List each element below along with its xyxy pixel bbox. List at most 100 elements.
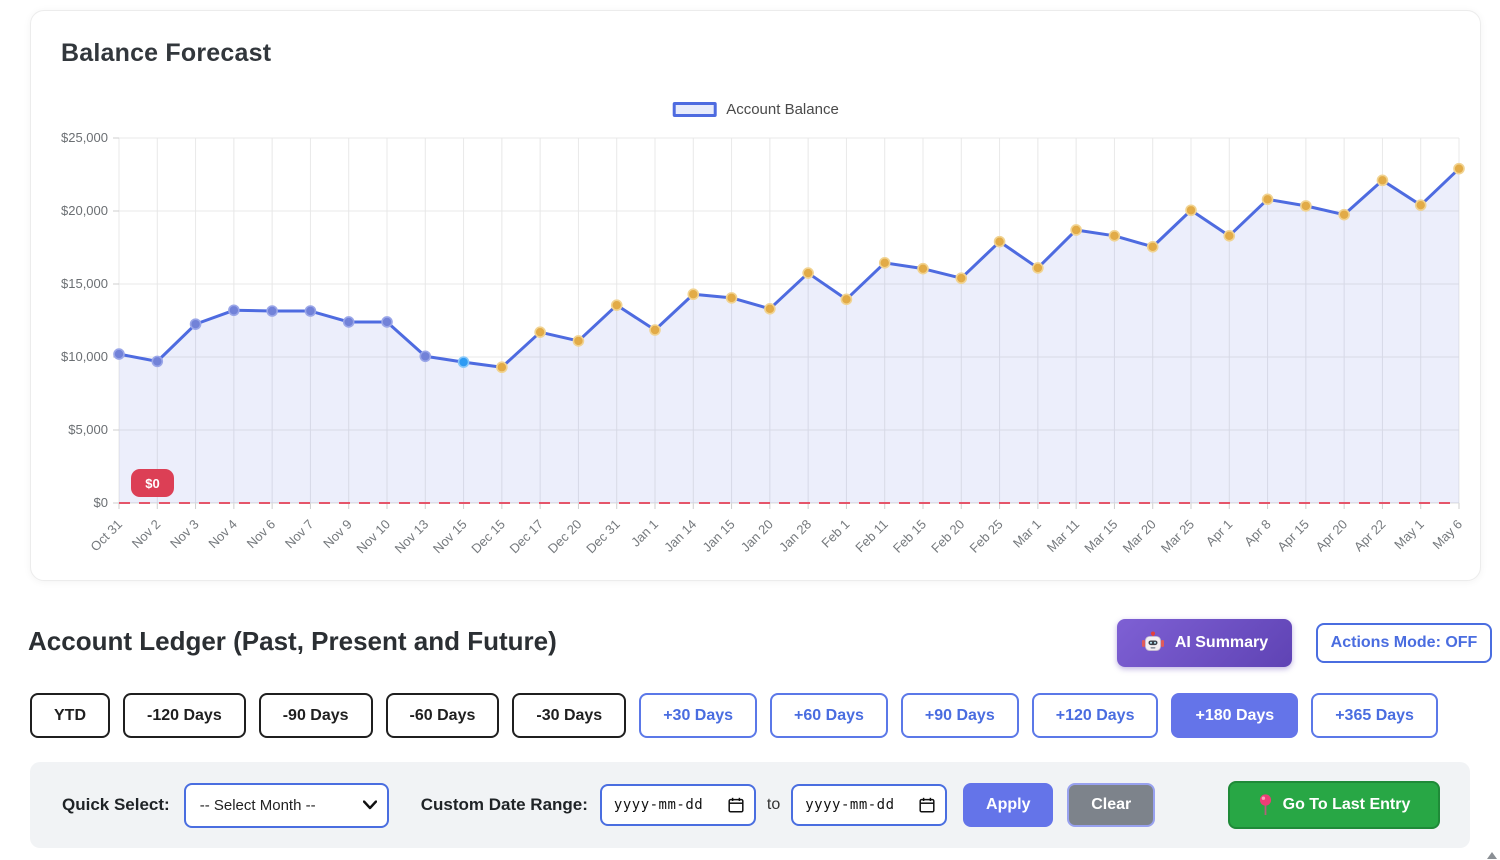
data-point-future[interactable] <box>649 324 661 336</box>
data-point-future[interactable] <box>840 293 853 306</box>
data-point-past[interactable] <box>113 348 125 360</box>
ledger-title: Account Ledger (Past, Present and Future… <box>28 626 557 656</box>
data-point-future[interactable] <box>764 303 776 315</box>
data-point-future[interactable] <box>1070 224 1082 236</box>
svg-text:$10,000: $10,000 <box>61 349 108 364</box>
data-point-future[interactable] <box>955 272 968 284</box>
range-button-plus-30[interactable]: +30 Days <box>639 693 758 738</box>
svg-text:$20,000: $20,000 <box>61 203 108 218</box>
data-point-past[interactable] <box>266 305 278 317</box>
date-from-input[interactable]: yyyy-mm-dd <box>599 784 756 826</box>
svg-text:May 6: May 6 <box>1429 517 1465 553</box>
svg-text:Apr 20: Apr 20 <box>1313 517 1351 555</box>
svg-text:Dec 20: Dec 20 <box>545 517 585 557</box>
legend-swatch <box>672 102 717 117</box>
calendar-icon[interactable] <box>728 797 744 813</box>
svg-text:Feb 11: Feb 11 <box>852 517 891 556</box>
svg-text:Nov 4: Nov 4 <box>205 517 240 552</box>
date-from-value: yyyy-mm-dd <box>613 797 704 813</box>
svg-text:Nov 7: Nov 7 <box>282 517 317 552</box>
month-select[interactable]: -- Select Month -- <box>183 782 389 828</box>
data-point-future[interactable] <box>993 235 1006 248</box>
svg-text:Apr 22: Apr 22 <box>1351 517 1389 555</box>
svg-text:Jan 1: Jan 1 <box>628 517 661 550</box>
clear-button[interactable]: Clear <box>1067 783 1156 827</box>
svg-text:Apr 1: Apr 1 <box>1203 517 1236 550</box>
balance-area <box>119 168 1459 503</box>
svg-text:$0: $0 <box>145 476 159 491</box>
range-button-plus-365[interactable]: +365 Days <box>1311 693 1438 738</box>
legend-label: Account Balance <box>726 101 839 118</box>
svg-text:Mar 15: Mar 15 <box>1081 517 1120 556</box>
calendar-icon[interactable] <box>919 797 935 813</box>
go-to-last-entry-label: Go To Last Entry <box>1282 796 1411 813</box>
actions-mode-toggle[interactable]: Actions Mode: OFF <box>1316 623 1492 663</box>
svg-text:Feb 15: Feb 15 <box>890 517 929 556</box>
data-point-future[interactable] <box>610 299 623 311</box>
go-to-last-entry-button[interactable]: Go To Last Entry <box>1228 781 1440 829</box>
range-button-minus-120[interactable]: -120 Days <box>123 693 246 738</box>
range-button-plus-90[interactable]: +90 Days <box>900 693 1019 738</box>
range-button-ytd[interactable]: YTD <box>30 693 110 738</box>
svg-text:May 1: May 1 <box>1391 517 1427 553</box>
data-point-future[interactable] <box>1414 199 1427 211</box>
data-point-future[interactable] <box>878 257 891 269</box>
data-point-future[interactable] <box>1376 174 1389 187</box>
data-point-today[interactable] <box>457 356 470 368</box>
data-points[interactable] <box>113 162 1465 374</box>
zero-badge: $0 <box>131 469 174 497</box>
apply-button[interactable]: Apply <box>963 783 1054 827</box>
range-button-minus-90[interactable]: -90 Days <box>258 693 373 738</box>
data-point-past[interactable] <box>419 350 432 363</box>
data-point-past[interactable] <box>342 316 355 328</box>
balance-chart[interactable]: $25,000 $20,000 $15,000 $10,000 $5,000 $0 $0 Oc… <box>31 106 1481 576</box>
data-point-future[interactable] <box>1223 230 1236 242</box>
month-select-wrap: -- Select Month -- <box>183 782 389 828</box>
data-point-future[interactable] <box>496 361 508 374</box>
data-point-past[interactable] <box>304 305 317 317</box>
svg-text:Dec 15: Dec 15 <box>468 517 508 557</box>
data-point-future[interactable] <box>1108 230 1121 242</box>
data-point-future[interactable] <box>725 292 738 304</box>
data-point-future[interactable] <box>1146 240 1159 253</box>
ai-summary-button[interactable]: AI Summary <box>1117 619 1292 667</box>
range-button-plus-120[interactable]: +120 Days <box>1031 693 1159 738</box>
data-point-past[interactable] <box>228 304 240 317</box>
data-point-future[interactable] <box>1032 262 1044 274</box>
balance-forecast-card: Balance Forecast Account Balance $25,000… <box>30 10 1481 581</box>
data-point-future[interactable] <box>1338 208 1350 221</box>
svg-text:Feb 1: Feb 1 <box>818 517 852 551</box>
svg-text:Nov 6: Nov 6 <box>244 517 279 552</box>
svg-text:Apr 8: Apr 8 <box>1241 517 1274 550</box>
data-point-future[interactable] <box>1261 193 1274 206</box>
data-point-future[interactable] <box>572 335 585 347</box>
date-to-input[interactable]: yyyy-mm-dd <box>791 784 948 826</box>
svg-text:Dec 31: Dec 31 <box>583 517 623 557</box>
data-point-past[interactable] <box>189 318 202 330</box>
svg-text:Nov 15: Nov 15 <box>430 517 470 557</box>
scrollbar-arrow-icon[interactable] <box>1487 852 1497 859</box>
data-point-future[interactable] <box>1453 162 1465 175</box>
svg-text:Dec 17: Dec 17 <box>507 517 547 557</box>
balance-line <box>117 167 1461 369</box>
svg-text:Nov 13: Nov 13 <box>392 517 432 557</box>
range-button-minus-30[interactable]: -30 Days <box>512 693 627 738</box>
data-point-past[interactable] <box>151 355 164 368</box>
pushpin-icon <box>1259 794 1271 815</box>
data-point-future[interactable] <box>1300 200 1312 212</box>
range-button-plus-60[interactable]: +60 Days <box>770 693 888 738</box>
data-point-past[interactable] <box>381 316 393 328</box>
data-point-future[interactable] <box>687 288 700 301</box>
range-button-plus-180[interactable]: +180 Days <box>1171 693 1299 738</box>
svg-text:Nov 10: Nov 10 <box>353 517 393 557</box>
data-point-future[interactable] <box>802 267 814 279</box>
svg-text:Jan 20: Jan 20 <box>738 517 776 555</box>
svg-text:Mar 20: Mar 20 <box>1120 517 1159 556</box>
chart-legend[interactable]: Account Balance <box>672 101 839 118</box>
data-point-future[interactable] <box>917 262 929 275</box>
data-point-future[interactable] <box>534 326 546 338</box>
range-button-minus-60[interactable]: -60 Days <box>385 693 500 738</box>
svg-text:Apr 15: Apr 15 <box>1274 517 1312 555</box>
data-point-future[interactable] <box>1185 204 1197 217</box>
filter-bar: Quick Select: -- Select Month -- Custom … <box>30 762 1470 848</box>
